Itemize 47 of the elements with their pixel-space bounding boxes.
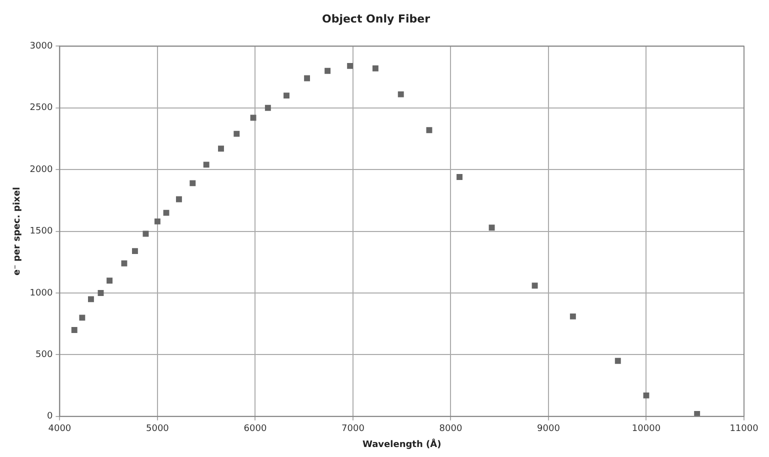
point	[614, 358, 621, 364]
point	[570, 313, 576, 320]
point	[203, 162, 210, 168]
point	[694, 410, 700, 416]
point	[154, 218, 160, 224]
point	[324, 68, 331, 74]
y-tick-label: 500	[36, 350, 53, 360]
point	[121, 260, 128, 266]
point	[284, 92, 290, 99]
y-tick-label: 2000	[30, 164, 53, 175]
point	[190, 180, 196, 186]
point	[643, 392, 650, 398]
point	[218, 146, 224, 152]
x-axis-title: Wavelength (Å)	[362, 438, 442, 450]
x-tick-label: 4000	[48, 424, 72, 434]
x-tick-label: 9000	[537, 424, 560, 434]
point	[372, 65, 378, 72]
point	[88, 296, 94, 302]
point	[176, 196, 182, 202]
point	[264, 104, 271, 111]
point	[71, 327, 78, 333]
point	[532, 282, 538, 289]
x-tick-label: 5000	[146, 424, 170, 434]
point	[163, 210, 170, 216]
point	[98, 290, 104, 296]
x-tick-label: 11000	[730, 424, 759, 434]
x-tick-label: 7000	[342, 424, 365, 434]
x-tick-label: 8000	[439, 424, 462, 434]
y-tick-label: 3000	[30, 42, 53, 52]
point	[488, 224, 495, 231]
chart-title: Object Only Fiber	[322, 12, 431, 26]
y-axis-title: e⁻ per spec. pixel	[12, 187, 23, 276]
y-tick-label: 0	[46, 412, 53, 422]
point	[456, 174, 463, 180]
point	[347, 62, 354, 69]
point	[398, 91, 404, 98]
y-tick-label: 1000	[30, 288, 53, 298]
y-tick-label: 1500	[30, 226, 53, 237]
point	[426, 127, 432, 134]
point	[79, 314, 86, 321]
x-tick-label: 6000	[244, 424, 267, 434]
point	[132, 248, 138, 254]
point	[106, 278, 113, 284]
x-tick-label: 10000	[632, 424, 661, 434]
point	[234, 130, 240, 137]
y-tick-label: 2500	[30, 103, 53, 114]
point	[304, 75, 310, 82]
